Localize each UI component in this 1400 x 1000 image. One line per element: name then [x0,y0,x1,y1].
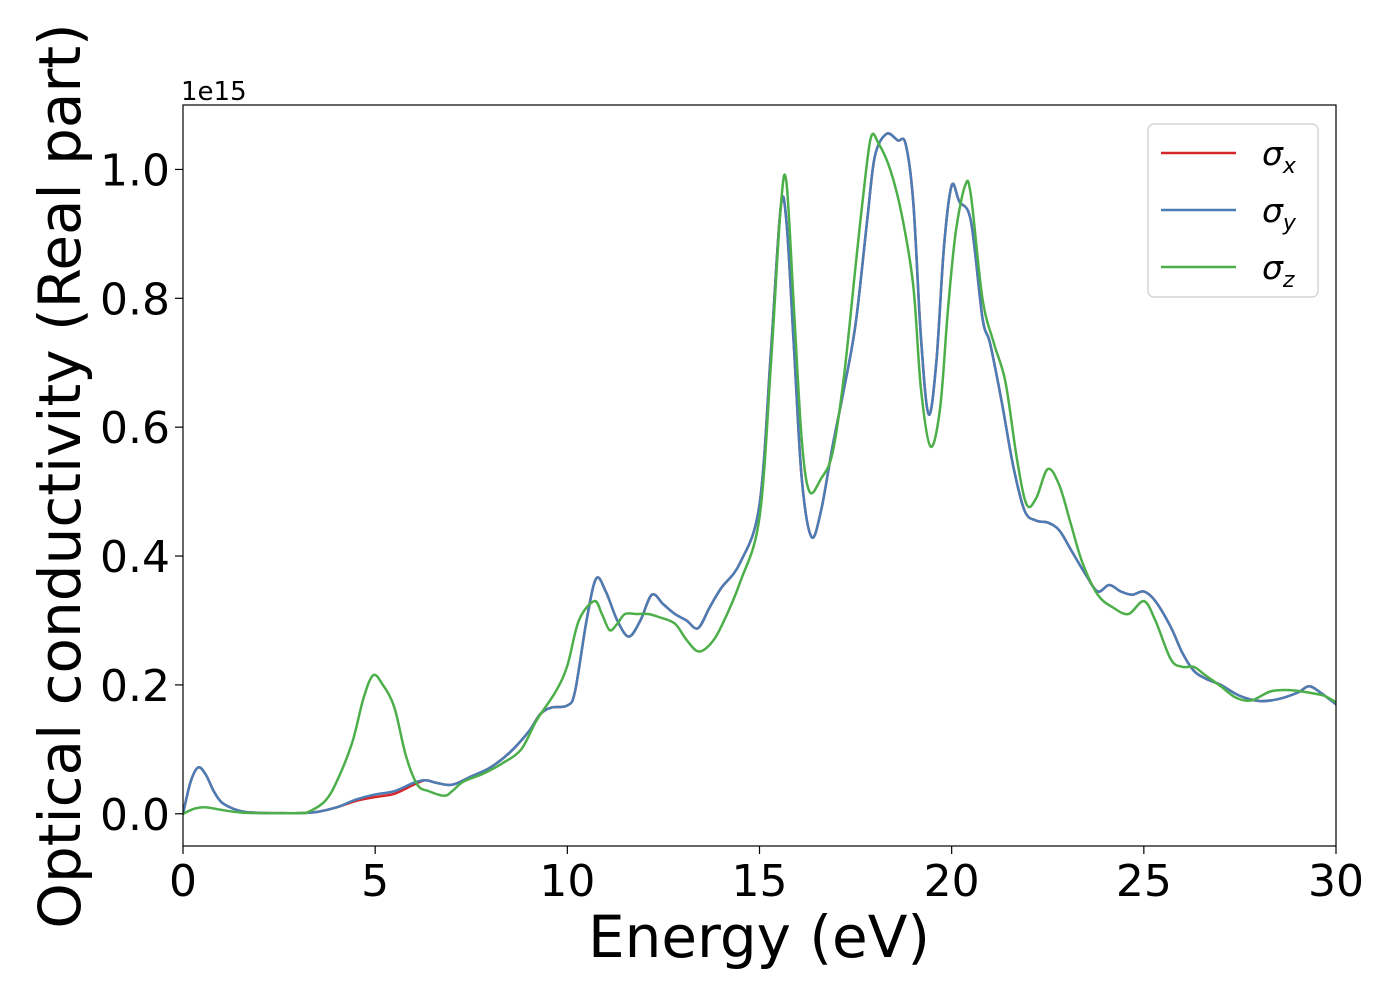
x-axis-label: Energy (eV) [588,903,930,971]
plot-background [183,105,1336,846]
series-lines [183,132,1336,816]
series-line-y [183,132,1336,816]
x-axis-ticks: 0 5 10 15 20 25 30 [169,846,1364,907]
x-tick-label: 20 [924,856,980,907]
x-tick-label: 25 [1116,856,1172,907]
x-tick-label: 10 [539,856,595,907]
legend-label-y: σy [1262,191,1297,236]
y-tick-label: 0.8 [100,274,170,325]
y-axis-ticks: 0.0 0.2 0.4 0.6 0.8 1.0 [100,145,183,841]
y-tick-label: 0.0 [100,790,170,841]
series-line-z [183,132,1336,816]
y-axis-label: Optical conductivity (Real part) [26,23,94,928]
legend-label-x: σx [1262,134,1297,179]
y-tick-label: 0.6 [100,403,170,454]
x-tick-label: 5 [361,856,389,907]
y-tick-label: 0.4 [100,532,170,583]
x-tick-label: 30 [1308,856,1364,907]
x-tick-label: 0 [169,856,197,907]
y-tick-label: 1.0 [100,145,170,196]
x-tick-label: 15 [732,856,788,907]
legend: σx σy σz [1147,123,1319,298]
offset-label: 1e15 [181,77,247,107]
y-tick-label: 0.2 [100,661,170,712]
legend-label-z: σz [1262,248,1295,293]
